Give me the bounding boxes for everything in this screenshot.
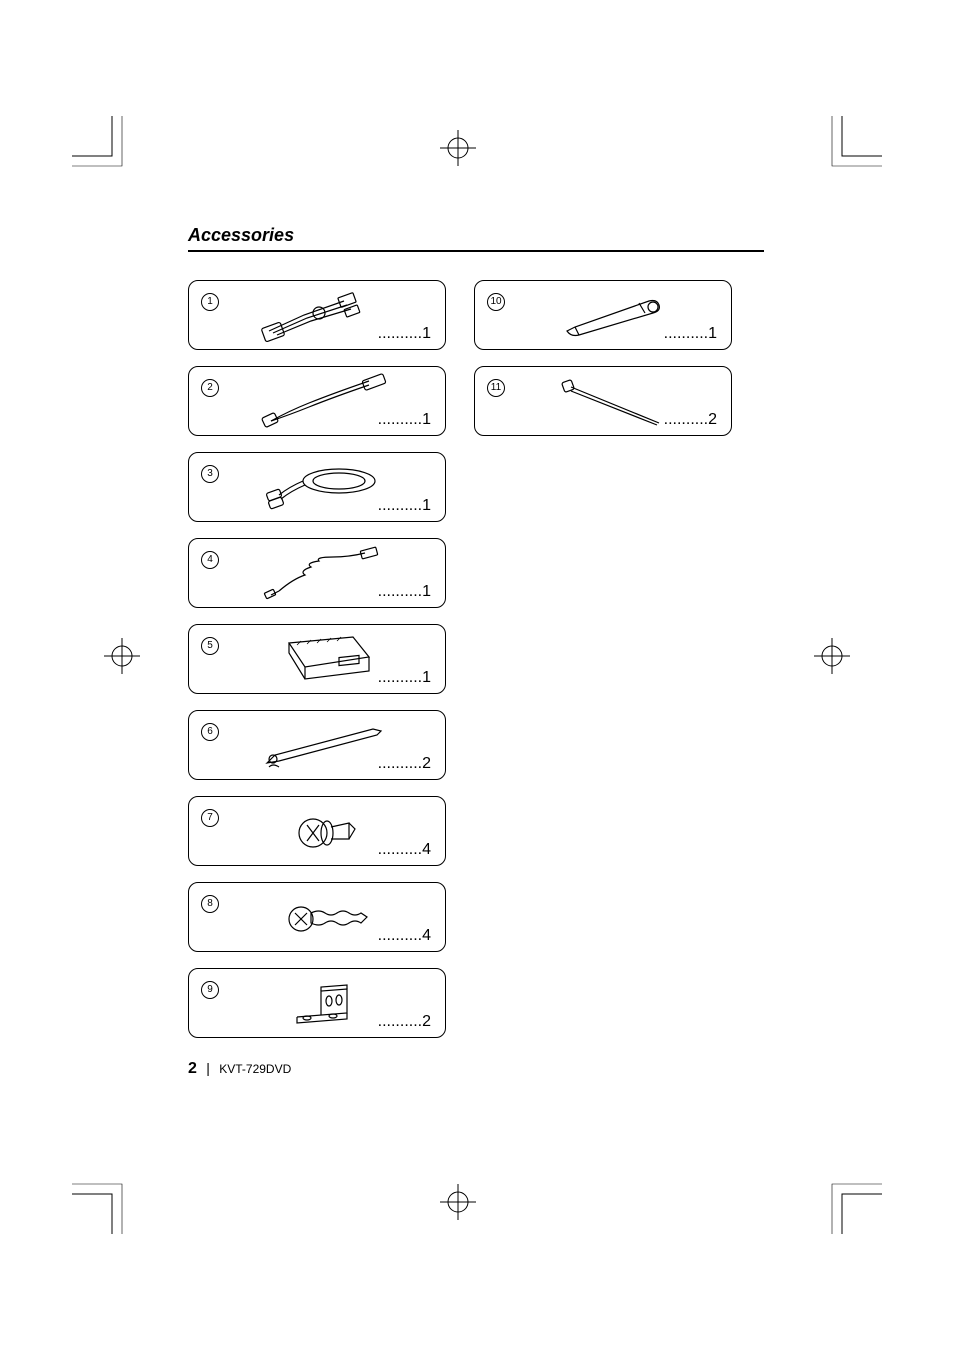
coiled-cable-icon xyxy=(249,545,399,603)
item-qty: ..........2 xyxy=(378,1013,431,1031)
left-column: 1 ..........1 2 xyxy=(188,280,446,1038)
accessory-item: 4 ..........1 xyxy=(188,538,446,608)
item-qty: ..........4 xyxy=(378,841,431,859)
item-number: 7 xyxy=(201,809,219,827)
mounting-sleeve-icon xyxy=(249,631,399,689)
trim-plate-pen-icon xyxy=(535,287,685,345)
page-content: Accessories 1 ..........1 xyxy=(188,225,764,1038)
footer-separator: | xyxy=(206,1060,210,1076)
item-qty: ..........1 xyxy=(378,583,431,601)
page-title: Accessories xyxy=(188,225,764,252)
accessory-item: 2 ..........1 xyxy=(188,366,446,436)
crop-mark-tl xyxy=(72,116,132,176)
item-qty: ..........1 xyxy=(378,325,431,343)
crop-mark-tr xyxy=(822,116,882,176)
page-footer: 2 | KVT-729DVD xyxy=(188,1060,291,1078)
right-column: 10 ..........1 11 xyxy=(474,280,732,1038)
accessory-item: 7 ..........4 xyxy=(188,796,446,866)
item-number: 8 xyxy=(201,895,219,913)
item-number: 9 xyxy=(201,981,219,999)
cable-tie-icon xyxy=(535,373,685,431)
extension-cable-icon xyxy=(249,373,399,431)
item-number: 1 xyxy=(201,293,219,311)
item-number: 2 xyxy=(201,379,219,397)
reg-target-top xyxy=(438,128,478,168)
removal-key-icon xyxy=(249,717,399,775)
accessory-item: 11 ..........2 xyxy=(474,366,732,436)
wiring-harness-icon xyxy=(249,287,399,345)
item-qty: ..........1 xyxy=(378,669,431,687)
reg-target-bottom xyxy=(438,1182,478,1222)
item-number: 5 xyxy=(201,637,219,655)
item-qty: ..........2 xyxy=(378,755,431,773)
accessory-item: 8 ..........4 xyxy=(188,882,446,952)
rca-cable-icon xyxy=(249,459,399,517)
footer-model: KVT-729DVD xyxy=(219,1062,291,1076)
machine-screw-icon xyxy=(249,803,399,861)
item-qty: ..........4 xyxy=(378,927,431,945)
page-number: 2 xyxy=(188,1060,197,1077)
mounting-bracket-icon xyxy=(249,975,399,1033)
item-number: 4 xyxy=(201,551,219,569)
accessory-item: 5 ..........1 xyxy=(188,624,446,694)
item-qty: ..........1 xyxy=(378,411,431,429)
reg-target-right xyxy=(812,636,852,676)
item-qty: ..........2 xyxy=(664,411,717,429)
crop-mark-bl xyxy=(72,1174,132,1234)
accessory-item: 1 ..........1 xyxy=(188,280,446,350)
item-number: 3 xyxy=(201,465,219,483)
reg-target-left xyxy=(102,636,142,676)
item-number: 11 xyxy=(487,379,505,397)
item-qty: ..........1 xyxy=(664,325,717,343)
accessory-columns: 1 ..........1 2 xyxy=(188,280,764,1038)
item-qty: ..........1 xyxy=(378,497,431,515)
accessory-item: 10 ..........1 xyxy=(474,280,732,350)
accessory-item: 9 ..........2 xyxy=(188,968,446,1038)
self-tapping-screw-icon xyxy=(249,889,399,947)
accessory-item: 3 ..........1 xyxy=(188,452,446,522)
item-number: 10 xyxy=(487,293,505,311)
accessory-item: 6 ..........2 xyxy=(188,710,446,780)
crop-mark-br xyxy=(822,1174,882,1234)
item-number: 6 xyxy=(201,723,219,741)
